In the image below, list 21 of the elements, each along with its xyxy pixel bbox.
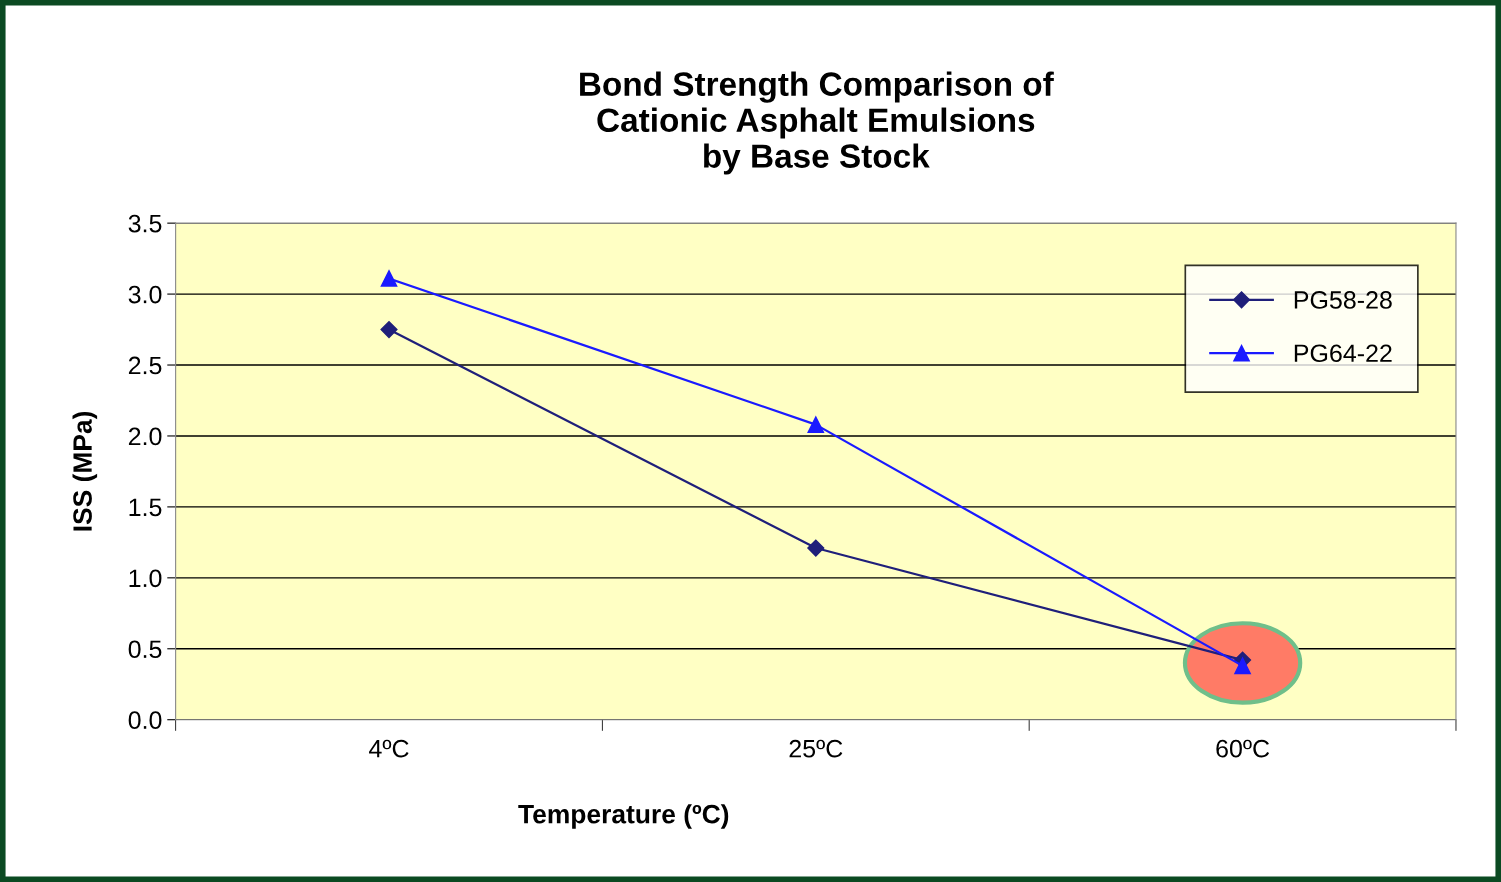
y-tick-label: 1.5 <box>129 498 162 517</box>
legend-label: PG64-22 <box>1294 344 1392 363</box>
y-tick-label: 2.5 <box>128 356 162 375</box>
x-axis-title: Temperature (ºC) <box>518 804 729 829</box>
y-tick-label: 3.5 <box>128 214 162 233</box>
y-tick-label: 0.0 <box>128 711 162 730</box>
point <box>380 270 398 287</box>
x-tick-label: 4ºC <box>369 739 409 758</box>
chart-title: Bond Strength Comparison of Cationic Asphalt Emulsions by Base Stock <box>580 71 1054 175</box>
y-tick-label: 0.5 <box>128 640 162 659</box>
point <box>1234 657 1251 675</box>
x-tick-label: 60ºC <box>1216 739 1270 758</box>
y-tick-label: 2.0 <box>128 427 162 446</box>
y-axis-title: ISS (MPa) <box>72 411 98 531</box>
legend-label: PG58-28 <box>1294 291 1392 309</box>
x-tick-label: 25ºC <box>789 739 843 758</box>
y-tick-label: 3.0 <box>128 285 162 304</box>
point <box>807 416 825 433</box>
point <box>807 539 825 557</box>
y-tick-label: 1.0 <box>129 569 162 588</box>
point <box>380 321 398 339</box>
